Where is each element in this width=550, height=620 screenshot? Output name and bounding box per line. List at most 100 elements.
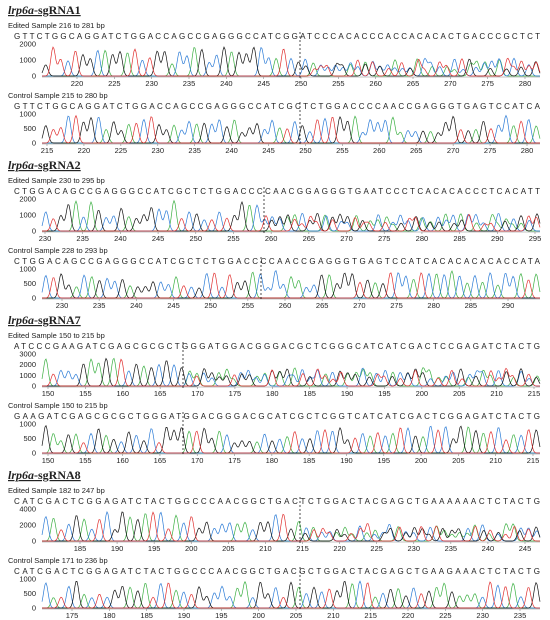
x-tick-label: 170 — [191, 456, 204, 465]
x-tick-label: 255 — [242, 301, 255, 310]
y-tick-label: 1000 — [19, 371, 36, 380]
x-tick-label: 280 — [521, 146, 534, 155]
x-tick-label: 210 — [489, 456, 502, 465]
trace-T — [42, 511, 540, 542]
guide-name: -sgRNA8 — [34, 468, 81, 482]
sample-label: Control Sample 150 to 215 bp — [8, 401, 108, 410]
sample-label: Control Sample 228 to 293 bp — [8, 246, 108, 255]
x-tick-label: 250 — [295, 79, 308, 88]
x-tick-label: 260 — [265, 234, 278, 243]
x-tick-label: 225 — [370, 544, 383, 553]
y-tick-label: 1000 — [19, 265, 36, 274]
x-tick-label: 195 — [378, 456, 391, 465]
x-tick-label: 275 — [481, 79, 494, 88]
x-tick-label: 270 — [353, 301, 366, 310]
y-tick-label: 2000 — [19, 195, 36, 204]
x-tick-label: 190 — [178, 611, 191, 620]
trace-C — [41, 270, 540, 299]
sample-label: Edited Sample 150 to 215 bp — [8, 331, 105, 340]
y-tick-label: 2000 — [19, 40, 36, 49]
y-tick-label: 3000 — [19, 350, 36, 359]
x-tick-label: 215 — [296, 544, 309, 553]
y-tick-label: 500 — [23, 434, 36, 443]
x-tick-label: 240 — [114, 234, 127, 243]
x-tick-label: 170 — [191, 389, 204, 398]
y-tick-label: 0 — [32, 139, 36, 148]
x-tick-label: 265 — [410, 146, 423, 155]
x-tick-label: 220 — [71, 79, 84, 88]
trace-T — [42, 272, 540, 299]
x-tick-label: 150 — [42, 389, 55, 398]
x-tick-label: 155 — [79, 389, 92, 398]
sample-label: Edited Sample 216 to 281 bp — [8, 21, 105, 30]
sequence: CTGGACAGCCGAGGGCCATCGCTCTGGACCCCAACCGAGG… — [14, 257, 541, 266]
x-tick-label: 275 — [390, 301, 403, 310]
x-tick-label: 240 — [220, 79, 233, 88]
y-tick-label: 4000 — [19, 505, 36, 514]
x-tick-label: 210 — [490, 389, 503, 398]
x-tick-label: 255 — [336, 146, 349, 155]
x-tick-label: 225 — [108, 79, 121, 88]
trace-T — [42, 581, 540, 609]
x-tick-label: 265 — [316, 301, 329, 310]
sequence: CATCGACTCGGAGATCTACTGGCCCAACGGCTGACTCTGG… — [14, 497, 540, 506]
sequence: ATCCCGAAGATCGAGCGCGCTGGGATGGACGGGACGCTCG… — [14, 342, 540, 351]
x-tick-label: 260 — [369, 79, 382, 88]
x-tick-label: 245 — [152, 234, 165, 243]
gene-name: lrp6a — [8, 158, 34, 172]
x-tick-label: 260 — [373, 146, 386, 155]
x-tick-label: 270 — [447, 146, 460, 155]
sequence: GTTCTGGCAGGATCTGGACCAGCCGAGGGCCATCGGATCC… — [14, 32, 540, 41]
x-tick-label: 215 — [41, 146, 54, 155]
trace-T — [42, 114, 540, 144]
x-tick-label: 165 — [154, 389, 167, 398]
x-tick-label: 200 — [415, 456, 428, 465]
trace-G — [42, 580, 541, 609]
y-tick-label: 0 — [32, 294, 36, 303]
x-tick-label: 210 — [259, 544, 272, 553]
x-tick-label: 230 — [39, 234, 52, 243]
sample-label: Edited Sample 230 to 295 bp — [8, 176, 105, 185]
y-tick-label: 1000 — [19, 211, 36, 220]
x-tick-label: 195 — [215, 611, 228, 620]
y-tick-label: 500 — [23, 124, 36, 133]
x-tick-label: 230 — [476, 611, 489, 620]
trace-T — [42, 46, 541, 77]
x-tick-label: 185 — [140, 611, 153, 620]
x-tick-label: 270 — [444, 79, 457, 88]
trace-G — [41, 424, 541, 454]
x-tick-label: 290 — [502, 301, 515, 310]
sample-label: Edited Sample 182 to 247 bp — [8, 486, 105, 495]
x-tick-label: 245 — [519, 544, 532, 553]
x-tick-label: 195 — [148, 544, 161, 553]
sequence: GAAGATCGAGCGCGCTGGGATGGACGGGACGCATCGCTCG… — [14, 412, 540, 421]
sequence: CTGGACAGCCGAGGGCCATCGCTCTGGACCCCAACGGAGG… — [14, 187, 540, 196]
y-tick-label: 1000 — [19, 420, 36, 429]
gene-name: lrp6a — [8, 313, 34, 327]
x-tick-label: 290 — [491, 234, 504, 243]
trace-T — [42, 427, 540, 454]
x-tick-label: 185 — [303, 456, 316, 465]
y-tick-label: 2000 — [19, 521, 36, 530]
y-tick-label: 0 — [32, 537, 36, 546]
x-tick-label: 215 — [364, 611, 377, 620]
x-tick-label: 230 — [56, 301, 69, 310]
trace-A — [42, 270, 541, 299]
x-tick-label: 245 — [167, 301, 180, 310]
x-tick-label: 275 — [484, 146, 497, 155]
x-tick-label: 270 — [340, 234, 353, 243]
x-tick-label: 185 — [74, 544, 87, 553]
x-tick-label: 250 — [299, 146, 312, 155]
x-tick-label: 255 — [332, 79, 345, 88]
trace-C — [41, 511, 541, 542]
x-tick-label: 230 — [145, 79, 158, 88]
x-tick-label: 275 — [378, 234, 391, 243]
x-tick-label: 175 — [229, 389, 242, 398]
trace-G — [41, 115, 540, 144]
sample-label: Control Sample 215 to 280 bp — [8, 91, 108, 100]
x-tick-label: 245 — [262, 146, 275, 155]
x-tick-label: 230 — [407, 544, 420, 553]
x-tick-label: 240 — [130, 301, 143, 310]
y-tick-label: 1000 — [19, 575, 36, 584]
y-tick-label: 1000 — [19, 110, 36, 119]
